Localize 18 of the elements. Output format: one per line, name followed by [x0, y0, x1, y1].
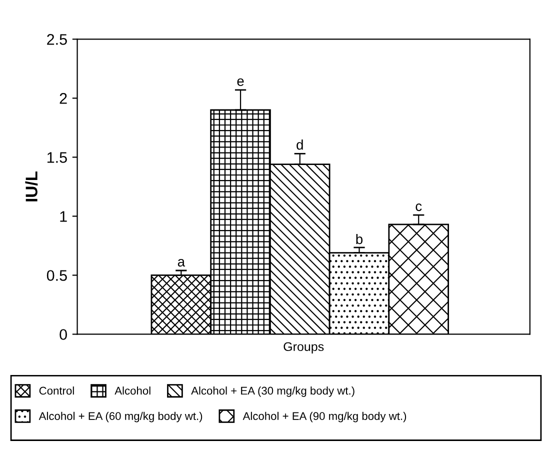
y-tick-label: 0.5 — [46, 270, 67, 281]
y-axis-title: IU/L — [25, 171, 38, 202]
annotation: e — [237, 78, 244, 86]
legend-label: Alcohol — [114, 386, 150, 395]
annotation: a — [178, 258, 186, 267]
annotation: b — [356, 234, 363, 244]
legend-label: Alcohol + EA (60 mg/kg body wt.) — [38, 412, 202, 422]
y-tick-label: 1.5 — [47, 152, 67, 163]
y-tick-label: 2 — [60, 93, 67, 104]
x-axis-title: Groups — [284, 342, 324, 354]
legend-label: Alcohol + EA (30 mg/kg body wt.) — [191, 386, 354, 397]
legend-label: Control — [39, 386, 74, 395]
annotation: d — [296, 140, 303, 150]
annotation: c — [416, 203, 422, 212]
y-tick-label: 1 — [60, 211, 67, 222]
y-tick-label: 2.5 — [47, 34, 67, 45]
y-tick-label: 0 — [60, 329, 67, 340]
legend-label: Alcohol + EA (90 mg/kg body wt.) — [242, 412, 406, 422]
